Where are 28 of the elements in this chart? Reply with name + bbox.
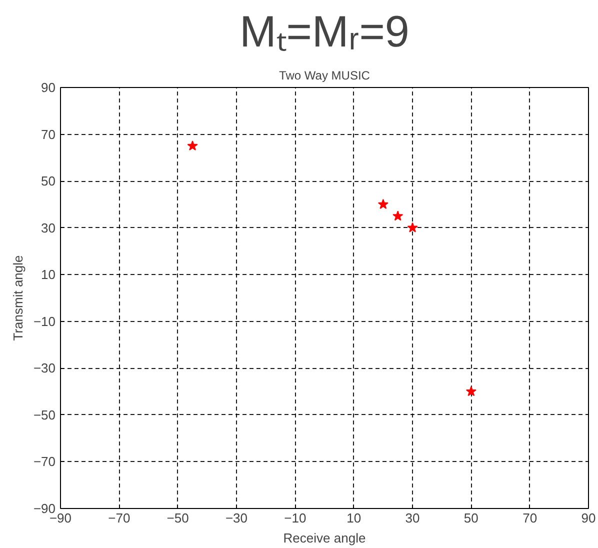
y-tick-label: −70: [33, 454, 56, 470]
x-tick-label: 30: [405, 510, 420, 526]
x-axis-title: Receive angle: [283, 530, 366, 546]
point: [187, 140, 198, 151]
y-axis-title: Transmit angle: [10, 255, 26, 341]
y-tick-label: −10: [33, 314, 56, 329]
x-tick-label: 90: [581, 510, 596, 526]
x-tick-label: −50: [166, 510, 189, 526]
y-tick-label: 10: [41, 267, 56, 282]
chart-subtitle: Two Way MUSIC: [279, 68, 370, 82]
y-tick-label: −90: [33, 501, 56, 516]
y-tick-label: 30: [41, 220, 56, 236]
point: [392, 210, 404, 221]
x-tick-label: −70: [108, 510, 130, 526]
point: [466, 386, 476, 396]
point: [378, 198, 388, 209]
y-tick-label: 70: [41, 126, 56, 142]
point: [407, 222, 418, 232]
y-tick-label: −30: [33, 360, 56, 376]
x-tick-label: 10: [346, 510, 362, 526]
y-tick-label: 50: [41, 174, 56, 189]
y-tick-label: 90: [41, 80, 56, 95]
x-tick-label: 50: [464, 510, 478, 526]
chart-title: Mₜ=Mᵣ=9: [240, 8, 410, 56]
x-tick-label: 70: [522, 510, 538, 526]
x-tick-label: −30: [225, 510, 248, 526]
x-tick-label: −10: [284, 510, 306, 526]
y-tick-label: −50: [33, 407, 56, 422]
